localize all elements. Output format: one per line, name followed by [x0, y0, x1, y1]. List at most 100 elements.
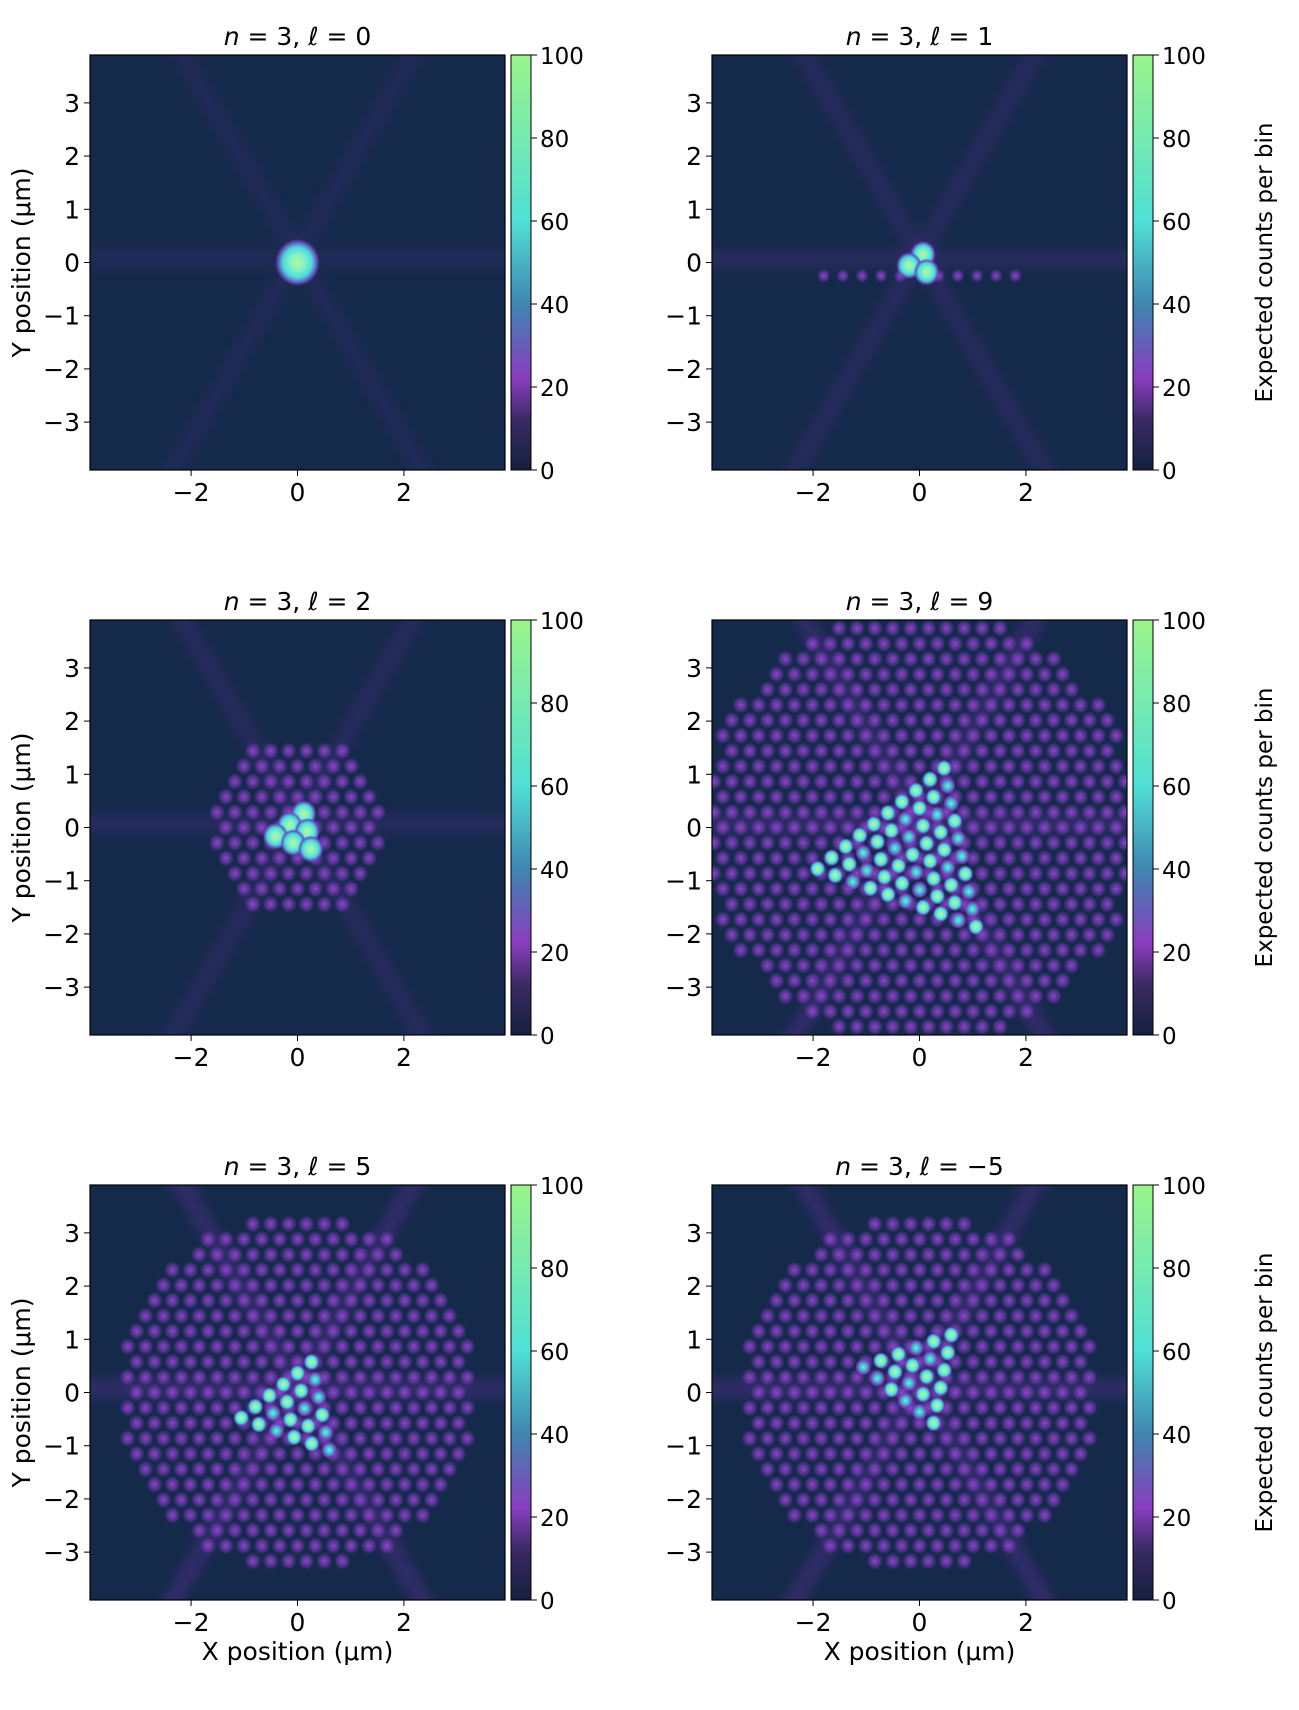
intensity-spot [1018, 1383, 1036, 1402]
intensity-spot [1027, 1337, 1045, 1356]
intensity-spot [714, 879, 732, 898]
intensity-spot [1045, 987, 1063, 1005]
intensity-spot [922, 771, 938, 788]
intensity-spot [982, 1002, 1000, 1021]
intensity-spot [902, 711, 920, 730]
intensity-spot [897, 892, 914, 910]
intensity-spot [919, 650, 937, 668]
intensity-spot [803, 1506, 821, 1525]
intensity-spot [893, 1291, 911, 1310]
intensity-spot [1036, 695, 1054, 714]
y-tick-label: 0 [64, 1379, 80, 1408]
intensity-spot [939, 1344, 956, 1361]
intensity-spot [1009, 895, 1027, 914]
title-value: = −5 [930, 1152, 1004, 1181]
intensity-spot [369, 1521, 387, 1540]
intensity-spot [333, 1245, 351, 1264]
y-tick-label: −2 [665, 1485, 702, 1514]
intensity-spot [794, 895, 812, 914]
intensity-spot [235, 1506, 253, 1525]
intensity-spot [1054, 910, 1072, 929]
intensity-spot [982, 879, 1000, 898]
intensity-spot [360, 1475, 378, 1494]
intensity-spot [982, 1383, 1000, 1402]
intensity-spot [387, 1368, 405, 1387]
intensity-spot [919, 711, 937, 730]
colorbar-tick-label: 80 [1162, 1257, 1191, 1283]
intensity-spot [271, 849, 289, 868]
intensity-spot [712, 864, 723, 883]
intensity-spot [857, 971, 875, 990]
intensity-spot [271, 1291, 289, 1310]
intensity-spot [957, 865, 974, 883]
intensity-spot [253, 1260, 271, 1279]
intensity-spot [821, 941, 839, 960]
intensity-spot [932, 905, 949, 923]
intensity-spot [1080, 864, 1098, 883]
intensity-spot [333, 1490, 351, 1509]
intensity-spot [432, 1322, 450, 1341]
intensity-spot [378, 1352, 396, 1371]
intensity-spot [902, 1306, 920, 1325]
intensity-spot [297, 741, 315, 760]
intensity-spot [776, 680, 794, 699]
intensity-spot [937, 650, 955, 668]
intensity-spot [128, 1322, 146, 1341]
intensity-spot [911, 799, 928, 817]
intensity-spot [315, 1521, 333, 1540]
intensity-spot [351, 1460, 369, 1479]
intensity-spot [902, 1276, 920, 1295]
intensity-spot [776, 1306, 794, 1325]
intensity-spot [785, 757, 803, 776]
intensity-spot [235, 1291, 253, 1310]
intensity-spot [925, 870, 942, 887]
intensity-spot [253, 1444, 271, 1463]
y-axis-label: Y position (μm) [7, 1298, 36, 1489]
heatmap-panel: n = 3, ℓ = 9 −2 0 2 3 2 1 0 −1 −2 −3 0 20 40 60 80 100 Ex… [665, 587, 1278, 1072]
intensity-spot [732, 695, 750, 714]
intensity-spot [1054, 1444, 1072, 1463]
intensity-spot [324, 787, 342, 806]
intensity-spot [964, 634, 982, 653]
intensity-spot [794, 987, 812, 1005]
intensity-spot [333, 1552, 351, 1570]
intensity-spot [1054, 879, 1072, 898]
intensity-spot [244, 803, 262, 822]
intensity-spot [839, 1506, 857, 1525]
intensity-spot [830, 1398, 848, 1417]
intensity-spot [1036, 818, 1054, 837]
intensity-spot [928, 1475, 946, 1494]
intensity-spot [939, 859, 956, 876]
intensity-spot [1062, 680, 1080, 699]
intensity-spot [1062, 1337, 1080, 1356]
intensity-spot [943, 876, 960, 894]
intensity-spot [303, 1353, 320, 1371]
colorbar [1132, 54, 1154, 471]
intensity-spot [812, 833, 830, 852]
intensity-spot [315, 1552, 333, 1570]
x-tick-label: 0 [912, 1608, 928, 1637]
intensity-spot [839, 1322, 857, 1341]
intensity-spot [991, 864, 1009, 883]
intensity-spot [866, 772, 884, 791]
intensity-spot [946, 1414, 964, 1433]
intensity-spot [342, 1475, 360, 1494]
intensity-spot [991, 925, 1009, 944]
intensity-spot [1018, 849, 1036, 868]
intensity-spot [964, 1352, 982, 1371]
intensity-spot [163, 1352, 181, 1371]
intensity-spot [1116, 772, 1127, 791]
intensity-spot [919, 925, 937, 944]
intensity-spot [759, 1306, 777, 1325]
intensity-spot [414, 1444, 432, 1463]
intensity-spot [946, 1506, 964, 1525]
intensity-spot [812, 925, 830, 944]
colorbar-tick-label: 60 [1162, 775, 1191, 801]
y-tick-label: 1 [64, 1325, 80, 1354]
intensity-spot [866, 620, 884, 638]
intensity-spot [964, 941, 982, 960]
intensity-spot [723, 925, 741, 944]
intensity-spot [767, 1475, 785, 1494]
intensity-spot [955, 772, 973, 791]
intensity-spot [1071, 818, 1089, 837]
